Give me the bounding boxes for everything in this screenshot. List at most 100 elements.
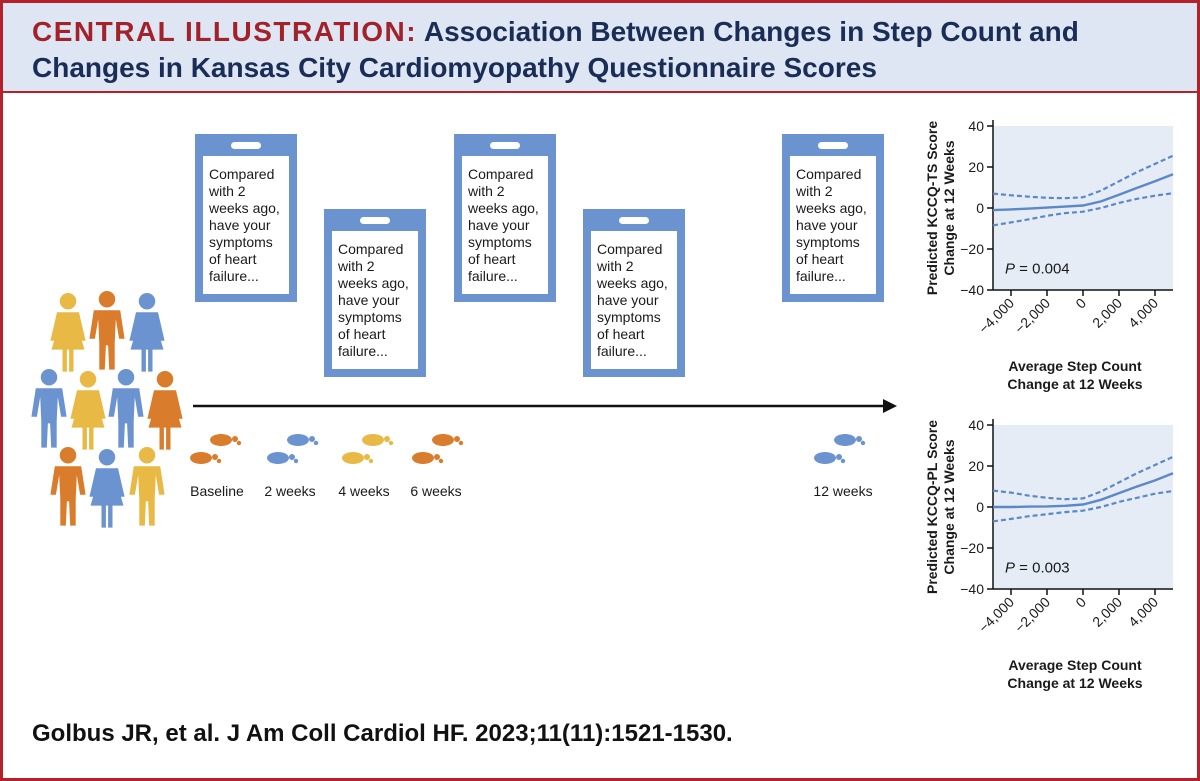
estimate-line (993, 472, 1174, 509)
timeline-label: 4 weeks (338, 483, 389, 499)
footprints-icon (267, 434, 318, 464)
timeline-label: 12 weeks (813, 483, 872, 499)
person-icon (89, 290, 125, 370)
card-text-line: failure... (597, 343, 647, 359)
card-text-line: Compared (468, 166, 533, 182)
y-tick-label: −40 (960, 581, 984, 597)
card-text-line: symptoms (468, 234, 532, 250)
card-text-line: with 2 (795, 183, 833, 199)
y-tick-label: −40 (960, 282, 984, 298)
x-tick-label: 4,000 (1125, 295, 1161, 331)
card-text-line: symptoms (597, 309, 661, 325)
card-text-line: weeks ago, (596, 275, 668, 291)
confidence-band-line (992, 192, 1174, 227)
estimate-line (992, 173, 1174, 212)
x-tick-label: −4,000 (975, 594, 1017, 636)
person-icon (50, 292, 86, 372)
card-text-line: symptoms (338, 309, 402, 325)
footprints-icon (190, 434, 241, 464)
card-text-line: failure... (796, 268, 846, 284)
card-text-line: of heart (468, 251, 516, 267)
y-tick-label: 0 (976, 499, 984, 515)
x-tick-label: 0 (1072, 295, 1089, 312)
footprints-icon (814, 434, 865, 464)
timeline-label: Baseline (190, 483, 244, 499)
card-text-line: with 2 (596, 258, 634, 274)
card-clip-icon (619, 217, 649, 224)
x-tick-label: 4,000 (1125, 594, 1161, 630)
x-tick-label: −2,000 (1011, 295, 1053, 337)
card-text-line: Compared (597, 241, 662, 257)
card-text-line: weeks ago, (208, 200, 280, 216)
header-title-part-2: Changes in Kansas City Cardiomyopathy Qu… (32, 52, 877, 83)
y-tick-label: 20 (968, 458, 984, 474)
card-text-line: symptoms (209, 234, 273, 250)
header-line-1: CENTRAL ILLUSTRATION: Association Betwee… (32, 14, 1197, 50)
card-text-line: have your (209, 217, 271, 233)
x-tick-label: 2,000 (1089, 594, 1125, 630)
card-text-line: of heart (796, 251, 844, 267)
footprints-icon (412, 434, 463, 464)
confidence-band-line (992, 489, 1174, 523)
header-title-part-1: Association Between Changes in Step Coun… (423, 16, 1079, 47)
card-clip-icon (490, 142, 520, 149)
person-icon (50, 446, 86, 526)
timeline-label: 2 weeks (264, 483, 315, 499)
timeline-label: 6 weeks (410, 483, 461, 499)
y-tick-label: 40 (968, 118, 984, 134)
person-icon (89, 448, 125, 528)
person-icon (129, 292, 165, 372)
p-value-annotation: P = 0.003 (1005, 560, 1070, 577)
person-icon (70, 370, 106, 450)
y-tick-label: 40 (968, 417, 984, 433)
header-banner: CENTRAL ILLUSTRATION: Association Betwee… (3, 3, 1197, 93)
card-text-line: Compared (796, 166, 861, 182)
x-tick-label: 2,000 (1089, 295, 1125, 331)
x-axis-label: Average Step Count Change at 12 Weeks (1007, 657, 1142, 691)
y-tick-label: −20 (960, 540, 984, 556)
person-icon (129, 446, 165, 526)
card-text-line: have your (338, 292, 400, 308)
y-tick-label: −20 (960, 241, 984, 257)
card-text-line: have your (468, 217, 530, 233)
y-axis-label: Predicted KCCQ-PL ScoreChange at 12 Week… (924, 420, 957, 594)
p-value-annotation: P = 0.004 (1005, 261, 1070, 278)
card-text-line: of heart (597, 326, 645, 342)
card-text-line: failure... (209, 268, 259, 284)
card-text-line: weeks ago, (467, 200, 539, 216)
x-tick-label: −2,000 (1011, 594, 1053, 636)
card-text-line: weeks ago, (337, 275, 409, 291)
citation: Golbus JR, et al. J Am Coll Cardiol HF. … (32, 720, 733, 747)
confidence-band-line (992, 455, 1174, 501)
card-clip-icon (231, 142, 261, 149)
x-tick-label: −4,000 (975, 295, 1017, 337)
timeline-arrow-icon (193, 399, 897, 413)
card-text-line: failure... (468, 268, 518, 284)
person-icon (31, 368, 67, 448)
card-text-line: failure... (338, 343, 388, 359)
card-clip-icon (818, 142, 848, 149)
x-axis-label: Average Step Count Change at 12 Weeks (1007, 358, 1142, 392)
person-icon (147, 370, 183, 450)
card-text-line: weeks ago, (795, 200, 867, 216)
card-text-line: with 2 (208, 183, 246, 199)
card-text-line: of heart (209, 251, 257, 267)
y-tick-label: 0 (976, 200, 984, 216)
y-tick-label: 20 (968, 159, 984, 175)
footprints-icon (342, 434, 393, 464)
central-illustration-label: CENTRAL ILLUSTRATION: (32, 16, 418, 47)
card-text-line: have your (597, 292, 659, 308)
card-text-line: Compared (209, 166, 274, 182)
x-tick-label: 0 (1072, 594, 1089, 611)
card-text-line: Compared (338, 241, 403, 257)
card-text-line: of heart (338, 326, 386, 342)
person-icon (108, 368, 144, 448)
